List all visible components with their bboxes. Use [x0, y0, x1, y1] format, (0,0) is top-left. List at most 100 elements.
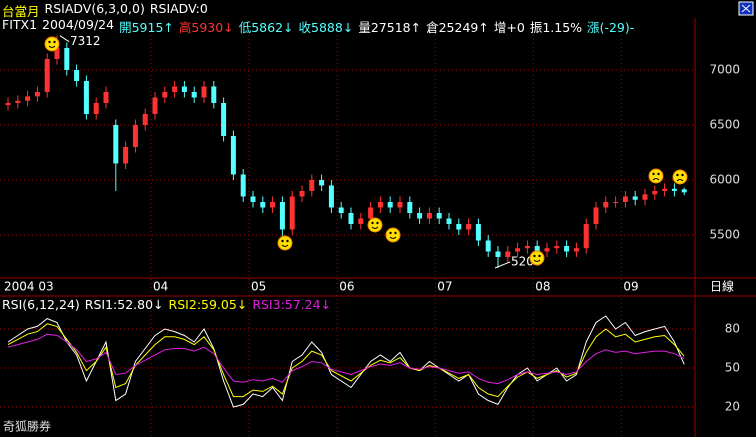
smiley [367, 217, 383, 233]
candle-body [132, 124, 138, 147]
candle-body [250, 196, 256, 202]
smiley [44, 36, 60, 52]
x-tick-label: 08 [535, 280, 550, 294]
legend-separator: : [113, 297, 118, 312]
quote-arrow: ↑ [410, 20, 422, 35]
candle-body [456, 223, 462, 230]
rsi-title: RSI(6,12,24) [2, 297, 80, 312]
quote-value: 5888 [311, 20, 343, 35]
smiley [529, 250, 545, 266]
quote-name: 漲 [587, 20, 600, 35]
smiley [385, 227, 401, 243]
candle-body [573, 248, 579, 252]
watermark: 奇狐勝券 [3, 419, 51, 434]
legend-arrow: ↓ [320, 297, 332, 312]
y-tick-label: 6000 [709, 172, 740, 186]
candle-body [201, 86, 207, 98]
candle-body [230, 135, 236, 175]
candle-body [387, 201, 393, 208]
quote-arrow: ↓ [342, 20, 354, 35]
candle-body [338, 207, 344, 213]
candle-body [622, 196, 628, 202]
indicator-name: RSIADV(6,3,0,0) [44, 1, 145, 16]
quote-value: 1.15% [542, 20, 583, 35]
annotation-leader [494, 261, 511, 269]
quote-item: 量27518↑ [358, 17, 421, 36]
candle-body [466, 223, 472, 230]
quote-value: 27518 [370, 20, 411, 35]
x-tick-label: 2004 03 [4, 280, 54, 294]
quote-value: 5930 [191, 20, 224, 35]
legend-entry: RSI1:52.80↓ [85, 297, 164, 312]
quote-item: 開5915↑ [119, 17, 174, 36]
candle-body [632, 196, 638, 200]
candle-body [299, 190, 305, 197]
rsi-line [7, 323, 685, 398]
candle-body [564, 245, 570, 252]
y-tick-label: 80 [725, 322, 740, 336]
candle-body [221, 102, 227, 136]
candle-body [534, 245, 540, 252]
candle-body [44, 58, 50, 92]
candle-body [309, 179, 315, 191]
x-tick-label: 06 [339, 280, 354, 294]
annotation-leader [59, 35, 70, 43]
candle-body [74, 69, 80, 81]
candle-body [475, 223, 481, 241]
candle-body [211, 86, 217, 103]
candle-body [142, 113, 148, 125]
candle-body [162, 91, 168, 98]
candle-body [358, 218, 364, 224]
quote-name: 量 [358, 20, 371, 35]
quote-name: 增 [493, 20, 507, 35]
legend-value: 57.24 [284, 297, 321, 312]
smiley [672, 169, 688, 185]
legend-separator: : [196, 297, 202, 312]
candle-body [328, 185, 334, 208]
legend-entry: RSI2:59.05↓ [169, 297, 248, 312]
x-tick-label: 05 [251, 280, 266, 294]
candle-body [583, 223, 589, 249]
candle-body [417, 212, 423, 219]
quote-name: 收 [298, 20, 312, 35]
candle-body [515, 248, 521, 252]
quote-item: 漲(-29)- [587, 17, 634, 36]
date: 2004/09/24 [42, 17, 115, 32]
max-annotation: 7312 [70, 34, 101, 48]
candle-body [524, 245, 530, 249]
legend-value: 52.80 [117, 297, 154, 312]
candle-body [103, 91, 109, 103]
candle-body [289, 196, 295, 230]
indicator-value: RSIADV:0 [149, 1, 208, 16]
x-axis-label: 日線 [710, 279, 734, 294]
candle-body [25, 96, 31, 101]
candle-body [54, 47, 60, 59]
smiley [648, 168, 664, 184]
quote-item: 高5930↓ [179, 17, 234, 36]
candle-body [34, 91, 40, 97]
legend-name: RSI2 [168, 297, 197, 312]
quote-value: +0 [506, 20, 525, 35]
legend-arrow: ↓ [236, 297, 248, 312]
quote-value: (-29)- [599, 20, 635, 35]
rsi-line [7, 315, 685, 408]
candle-body [172, 86, 178, 92]
candle-body [64, 47, 70, 70]
candle-body [593, 207, 599, 224]
candle-body [495, 251, 501, 257]
quote-value: 5915 [131, 20, 164, 35]
legend-entry: RSI3:57.24↓ [252, 297, 331, 312]
candle-body [662, 188, 668, 191]
candle-body [123, 146, 129, 164]
candle-body [240, 174, 246, 197]
contract-title: 台當月 [2, 4, 40, 19]
candle-body [83, 80, 89, 114]
quote-item: 收5888↓ [299, 17, 354, 36]
candle-body [652, 190, 658, 195]
legend-value: 59.05 [201, 297, 237, 312]
candle-body [485, 240, 491, 252]
quote-name: 高 [178, 20, 192, 35]
candle-body [319, 179, 325, 186]
candle-body [5, 102, 11, 106]
